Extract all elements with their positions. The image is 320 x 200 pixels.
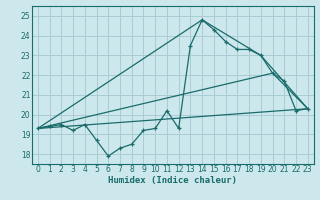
X-axis label: Humidex (Indice chaleur): Humidex (Indice chaleur) [108, 176, 237, 185]
